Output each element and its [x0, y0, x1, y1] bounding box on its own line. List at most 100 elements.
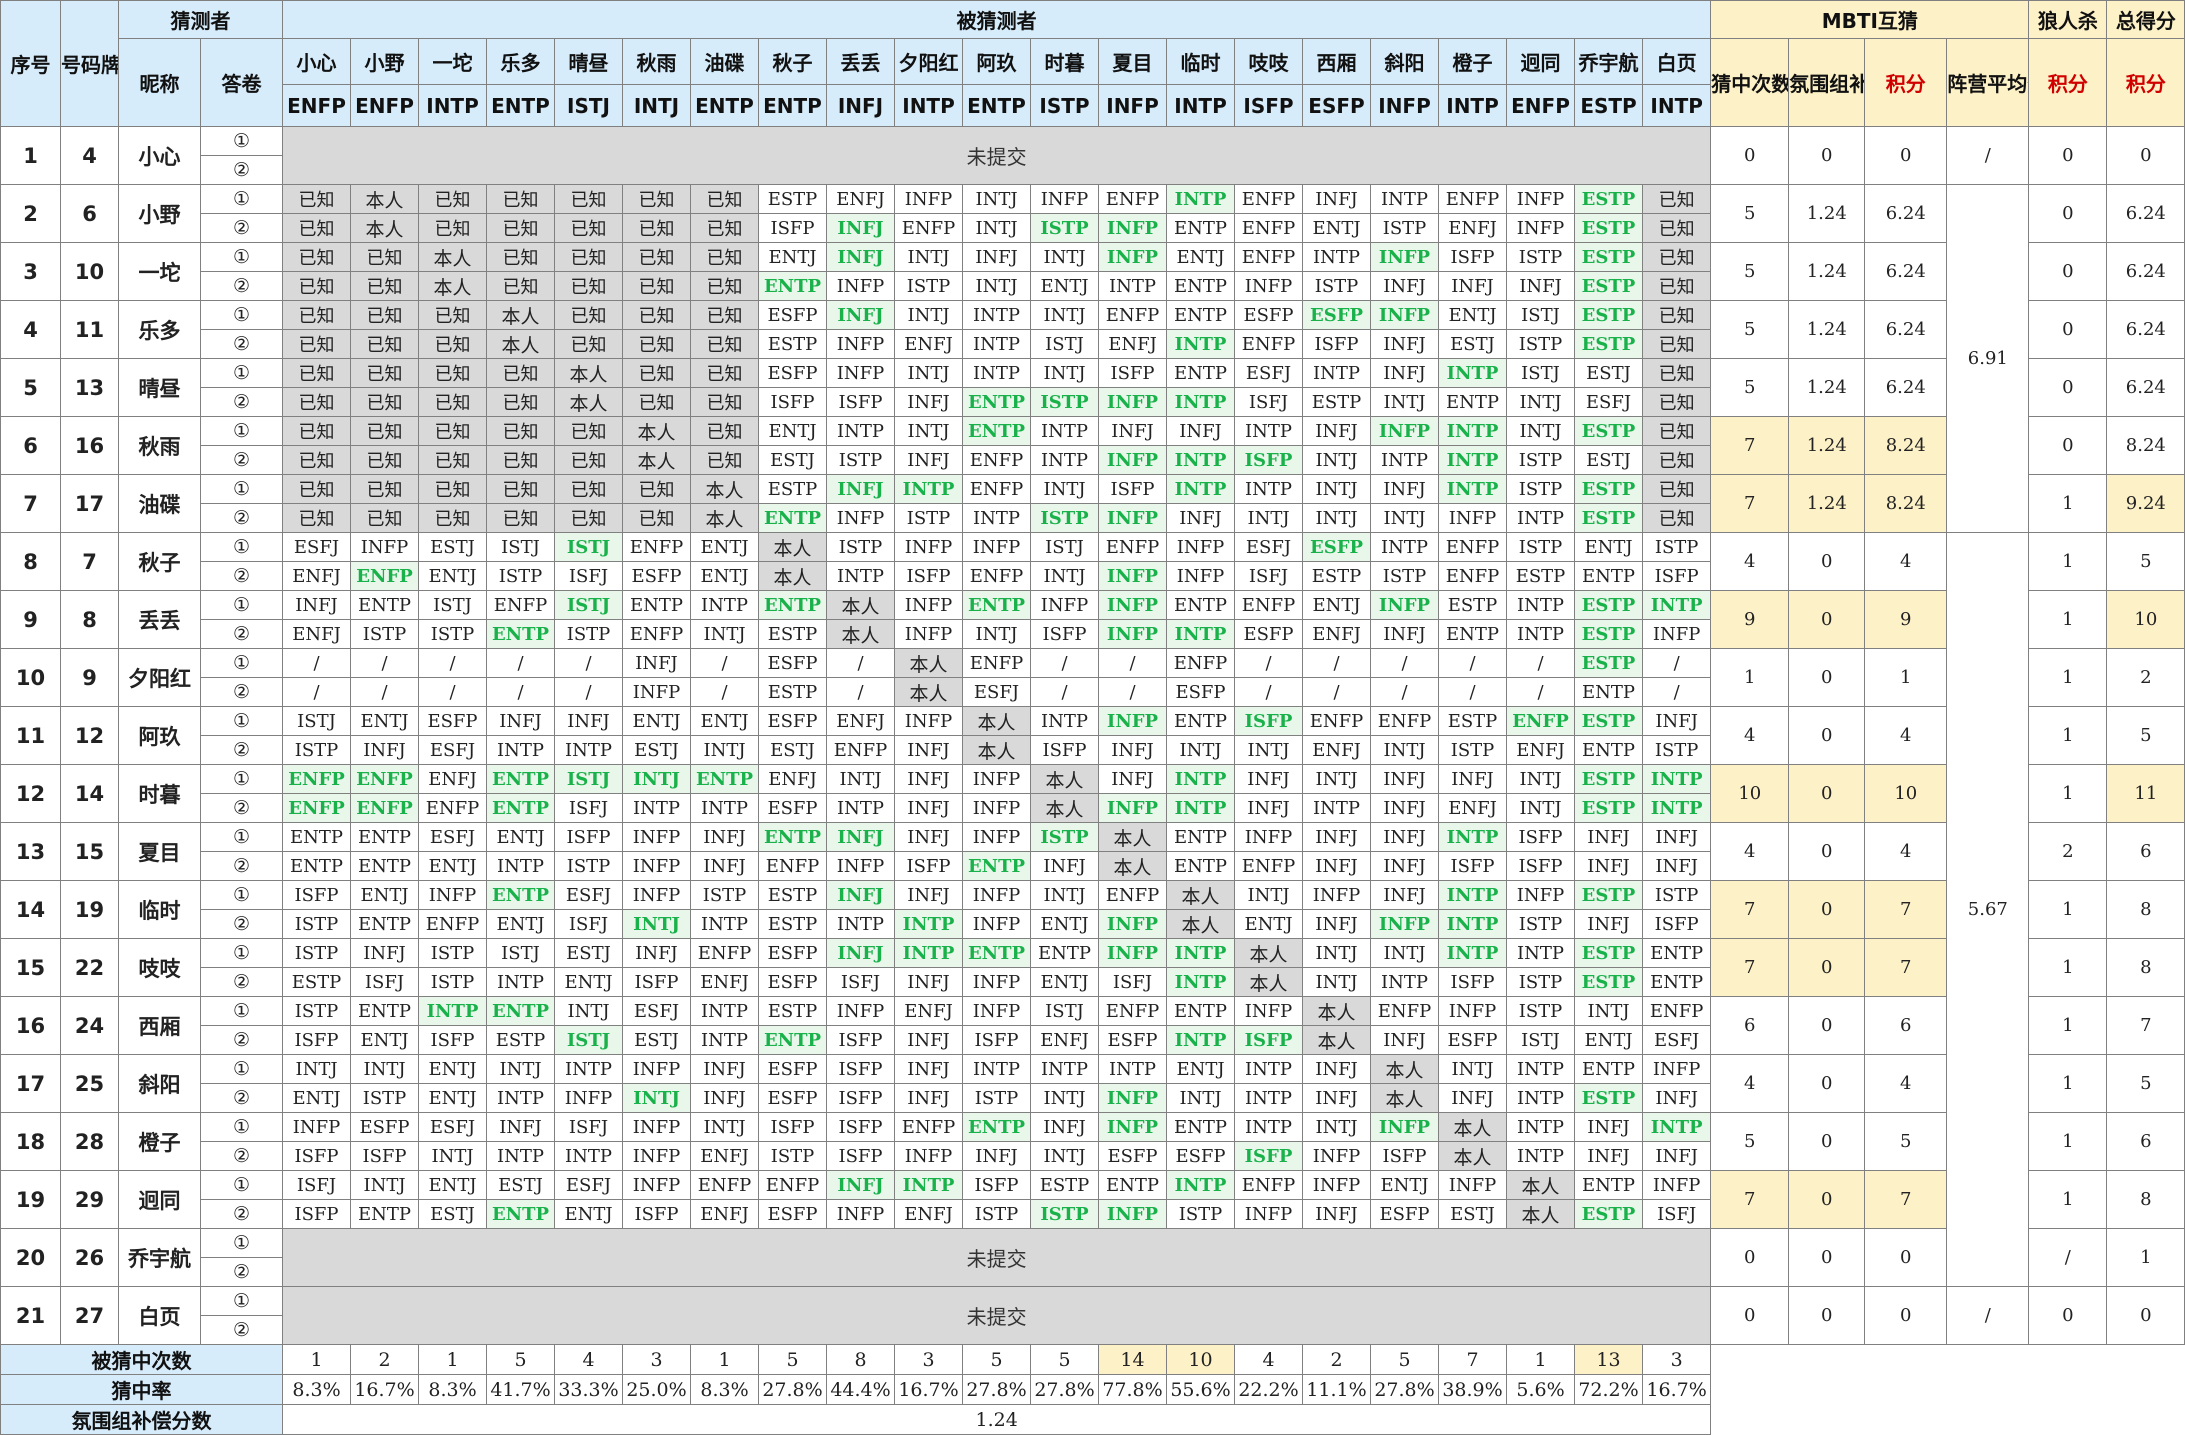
guess-cell: INFP	[894, 184, 963, 214]
guess-cell: INTP	[1302, 242, 1371, 272]
guess-cell: ESFJ	[282, 532, 351, 562]
points-value: 4	[1864, 822, 1948, 881]
row-nick: 乐多	[118, 300, 201, 359]
sheet-marker: ①	[200, 822, 283, 852]
guess-cell: INFP	[1098, 938, 1167, 968]
target-mbti: ISTP	[1030, 84, 1099, 127]
guess-cell: 本人	[1098, 822, 1167, 852]
comp-value: 0	[1788, 1054, 1866, 1113]
guess-cell: INFP	[1098, 503, 1167, 533]
guess-cell: 已知	[486, 271, 555, 301]
hits-value: 0	[1710, 1286, 1790, 1345]
guess-cell: INFJ	[350, 938, 419, 968]
guess-cell: INTP	[962, 1054, 1031, 1084]
guess-cell: ISFP	[758, 387, 827, 417]
comp-value: 1.24	[1788, 300, 1866, 359]
guess-cell: ENTP	[1166, 851, 1235, 881]
guess-cell: INFJ	[1030, 851, 1099, 881]
guess-cell: ISFP	[1098, 358, 1167, 388]
guess-cell: 本人	[1166, 880, 1235, 910]
guess-cell: ENTP	[962, 387, 1031, 417]
guess-cell: ISTP	[282, 735, 351, 765]
guess-cell: INFJ	[1234, 793, 1303, 823]
guess-cell: INFP	[1438, 996, 1507, 1026]
guess-cell: INFJ	[690, 851, 759, 881]
guess-cell: /	[1030, 677, 1099, 707]
guess-cell: ISFJ	[554, 793, 623, 823]
row-card: 7	[60, 532, 119, 591]
guess-cell: ISFP	[962, 1170, 1031, 1200]
hits-value: 1	[1710, 648, 1790, 707]
row-card: 26	[60, 1228, 119, 1287]
row-nick: 小野	[118, 184, 201, 243]
wolf-points-value: 1	[2028, 474, 2108, 533]
row-nick: 小心	[118, 126, 201, 185]
guess-cell: ESTP	[758, 474, 827, 504]
guess-cell: INFP	[554, 1083, 623, 1113]
guess-cell: ISFP	[1641, 561, 1712, 591]
guess-cell: ISFP	[554, 822, 623, 852]
camp-avg-value: /	[1946, 1286, 2030, 1345]
guess-cell: INFP	[1370, 1112, 1439, 1142]
target-name: 橙子	[1438, 38, 1507, 85]
guess-cell: ISTP	[418, 967, 487, 997]
guess-cell: INTJ	[962, 184, 1031, 214]
guess-cell: ISFP	[1234, 445, 1303, 475]
comp-value: 0	[1788, 126, 1866, 185]
row-nick: 斜阳	[118, 1054, 201, 1113]
row-nick: 橙子	[118, 1112, 201, 1171]
guess-cell: 已知	[350, 329, 419, 359]
guess-cell: 已知	[350, 358, 419, 388]
guess-cell: INFP	[1641, 1170, 1712, 1200]
total-points-value: 8	[2106, 880, 2185, 939]
guess-cell: ESTP	[1574, 300, 1643, 330]
guess-cell: ISTP	[826, 532, 895, 562]
guess-cell: INTP	[486, 735, 555, 765]
row-card: 11	[60, 300, 119, 359]
guess-cell: 已知	[486, 387, 555, 417]
guess-cell: 本人	[1166, 909, 1235, 939]
target-mbti: INTJ	[622, 84, 691, 127]
guess-cell: INTP	[1302, 793, 1371, 823]
guess-cell: 已知	[282, 474, 351, 504]
target-name: 乐多	[486, 38, 555, 85]
guess-cell: ESTP	[1574, 764, 1643, 794]
guess-cell: ENFJ	[1302, 619, 1371, 649]
guess-cell: INFJ	[1370, 822, 1439, 852]
guess-cell: INFP	[1506, 880, 1575, 910]
guess-cell: INTP	[418, 996, 487, 1026]
guess-cell: ISFP	[1438, 242, 1507, 272]
hits-value: 0	[1710, 1228, 1790, 1287]
guess-cell: INTP	[1438, 822, 1507, 852]
guess-cell: INTP	[1166, 764, 1235, 794]
guess-cell: INTJ	[1030, 880, 1099, 910]
guess-cell: INFP	[826, 1199, 895, 1229]
guess-cell: INFP	[1370, 242, 1439, 272]
target-name: 油碟	[690, 38, 759, 85]
guess-cell: INFP	[1302, 1141, 1371, 1171]
guess-cell: INTP	[1166, 474, 1235, 504]
wolf-points-value: 0	[2028, 300, 2108, 359]
guess-cell: 已知	[1641, 416, 1712, 446]
guess-cell: INFJ	[894, 735, 963, 765]
target-mbti: ENFP	[350, 84, 419, 127]
guess-cell: INTP	[1641, 1112, 1712, 1142]
rate-value: 27.8%	[962, 1374, 1031, 1405]
guess-cell: INTJ	[1370, 503, 1439, 533]
guess-cell: 已知	[350, 242, 419, 272]
guess-cell: ESTP	[1574, 793, 1643, 823]
guess-cell: INFP	[1234, 1199, 1303, 1229]
guess-cell: 已知	[418, 445, 487, 475]
guess-cell: INFJ	[1166, 416, 1235, 446]
guess-cell: 已知	[282, 358, 351, 388]
guess-cell: 已知	[282, 300, 351, 330]
guess-cell: INFJ	[1302, 1054, 1371, 1084]
guess-cell: 已知	[690, 416, 759, 446]
guess-cell: ENFP	[1098, 300, 1167, 330]
guess-cell: INFP	[622, 1141, 691, 1171]
rate-value: 16.7%	[1641, 1374, 1712, 1405]
guess-cell: 本人	[486, 300, 555, 330]
guess-cell: ESTJ	[1438, 329, 1507, 359]
guess-cell: INTP	[1506, 503, 1575, 533]
guess-cell: 已知	[690, 242, 759, 272]
